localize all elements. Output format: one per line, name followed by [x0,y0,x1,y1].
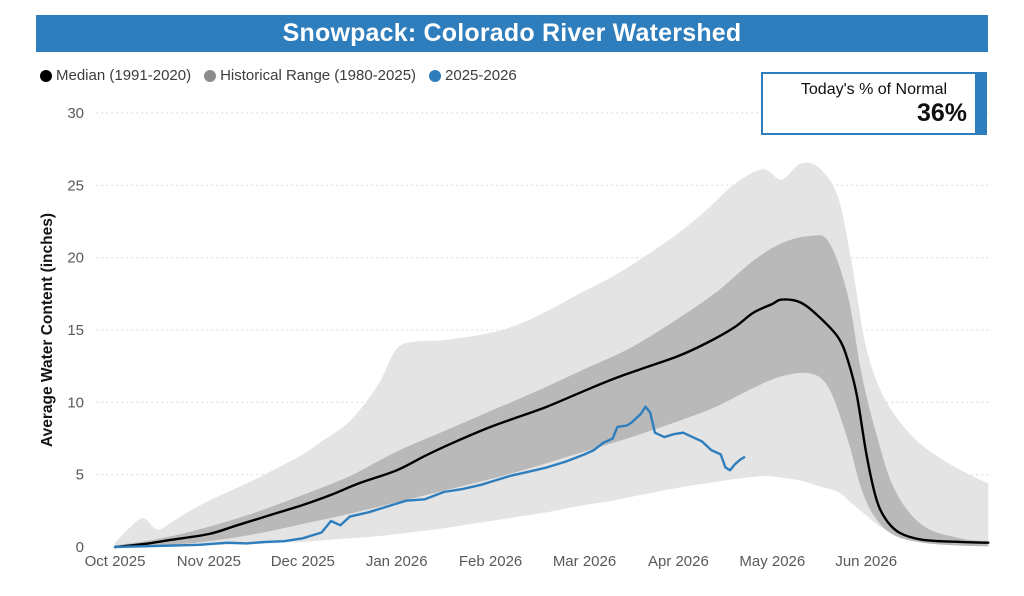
svg-text:Feb 2026: Feb 2026 [459,553,522,570]
legend-item-label: Historical Range (1980-2025) [220,67,417,84]
svg-text:Jun 2026: Jun 2026 [835,553,897,570]
svg-text:May 2026: May 2026 [739,553,805,570]
svg-text:10: 10 [67,394,84,411]
svg-text:Jan 2026: Jan 2026 [366,553,428,570]
svg-text:Nov 2025: Nov 2025 [177,553,241,570]
legend-item-current-season: 2025-2026 [429,67,517,84]
svg-text:Dec 2025: Dec 2025 [271,553,335,570]
current-season-dot-icon [429,69,442,82]
svg-text:5: 5 [76,467,84,484]
svg-text:Oct 2025: Oct 2025 [85,553,146,570]
percent-of-normal-value: 36% [916,99,967,127]
svg-text:25: 25 [67,177,84,194]
svg-text:Mar 2026: Mar 2026 [553,553,616,570]
legend-item-median: Median (1991-2020) [40,67,191,84]
legend-item-label: Median (1991-2020) [56,67,192,84]
historical-range-dot-icon [204,69,217,82]
percent-of-normal-card: Today's % of Normal 36% [761,72,987,135]
svg-text:20: 20 [67,250,84,267]
title-bar: Snowpack: Colorado River Watershed [36,15,988,52]
percent-of-normal-label: Today's % of Normal [800,81,948,98]
card-accent-bar [975,74,985,133]
svg-text:Apr 2026: Apr 2026 [648,553,709,570]
page-title: Snowpack: Colorado River Watershed [282,19,742,47]
legend-item-historical-range: Historical Range (1980-2025) [204,67,416,84]
svg-text:15: 15 [67,322,84,339]
chart-legend: Median (1991-2020) Historical Range (198… [40,67,517,84]
median-series-dot-icon [40,69,52,82]
svg-text:30: 30 [67,105,84,122]
svg-text:0: 0 [76,539,84,556]
svg-text:Average Water Content (inches): Average Water Content (inches) [39,213,56,447]
legend-item-label: 2025-2026 [445,67,517,84]
snowpack-chart: Oct 2025 Nov 2025 Dec 2025 Jan 2026 Feb 2026… [39,105,990,570]
